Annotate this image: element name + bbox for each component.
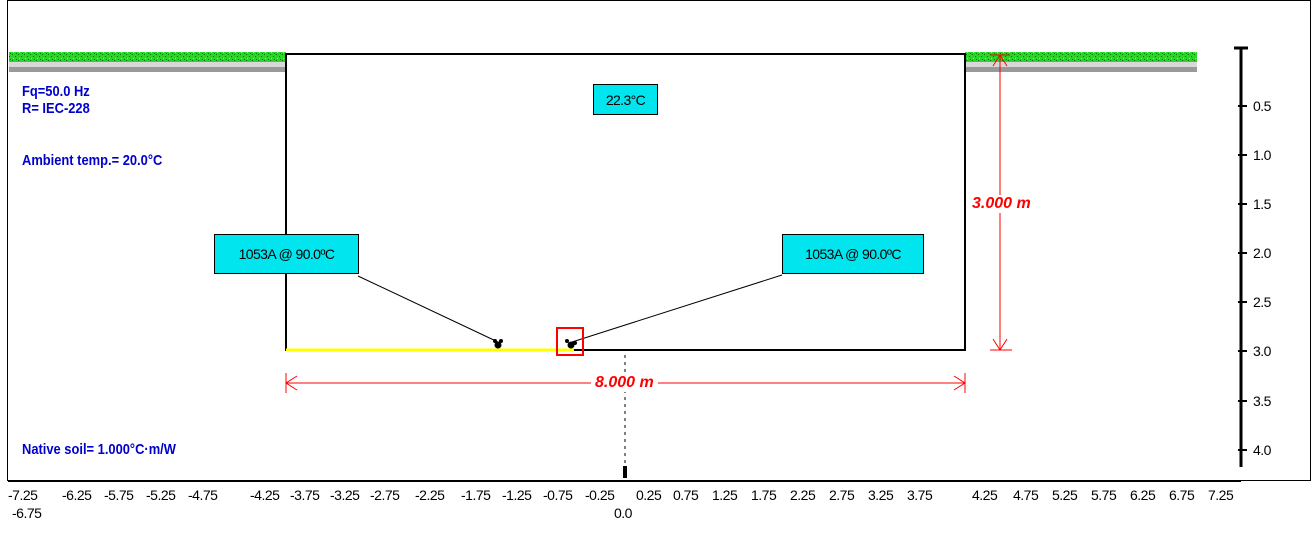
- x-tick-label: 7.25: [1208, 487, 1234, 503]
- y-tick-label: 0.5: [1253, 98, 1271, 114]
- x-tick-label: 2.25: [790, 487, 816, 503]
- depth-dimension-label: 3.000 m: [970, 195, 1033, 213]
- x-tick-label: -1.75: [461, 487, 491, 503]
- y-tick-label: 3.5: [1253, 393, 1271, 409]
- x-tick-label: 6.25: [1130, 487, 1156, 503]
- y-axis: [1234, 46, 1248, 467]
- cable-left-callout[interactable]: 1053A @ 90.0ºC: [214, 234, 359, 274]
- y-tick-label: 1.5: [1253, 196, 1271, 212]
- selected-cable-highlight: [556, 327, 584, 356]
- x-tick-label: 3.75: [907, 487, 933, 503]
- width-dimension-label: 8.000 m: [591, 374, 658, 392]
- x-tick-label: 2.75: [829, 487, 855, 503]
- ground-surface-right: [965, 52, 1197, 72]
- x-tick-label: -5.25: [146, 487, 176, 503]
- frequency-label: Fq=50.0 Hz: [22, 83, 90, 100]
- center-axis-marker: [623, 466, 627, 478]
- x-tick-label: 5.25: [1052, 487, 1078, 503]
- x-tick-label: -3.25: [330, 487, 360, 503]
- x-tick-label: -4.75: [188, 487, 218, 503]
- x-tick-label: -6.25: [62, 487, 92, 503]
- x-tick-label: 1.75: [751, 487, 777, 503]
- x-tick-label: 6.75: [1169, 487, 1195, 503]
- x-tick-label: 0.75: [673, 487, 699, 503]
- x-tick-label: -2.25: [415, 487, 445, 503]
- ambient-temp-label: Ambient temp.= 20.0°C: [22, 152, 163, 169]
- y-tick-label: 1.0: [1253, 147, 1271, 163]
- x-tick-label: -0.75: [543, 487, 573, 503]
- x-tick-label: -3.75: [290, 487, 320, 503]
- native-soil-label: Native soil= 1.000°C·m/W: [22, 441, 176, 458]
- y-tick-label: 3.0: [1253, 343, 1271, 359]
- leader-line-left: [357, 275, 499, 343]
- leader-line-right: [571, 274, 783, 343]
- cable-left-icon[interactable]: [493, 339, 503, 349]
- y-tick-label: 2.5: [1253, 294, 1271, 310]
- x-sub-label-left: -6.75: [12, 505, 42, 521]
- r-standard-label: R= IEC-228: [22, 100, 90, 117]
- x-tick-label: 5.75: [1091, 487, 1117, 503]
- cable-right-callout[interactable]: 1053A @ 90.0ºC: [782, 234, 924, 274]
- x-tick-label: -1.25: [502, 487, 532, 503]
- temperature-callout[interactable]: 22.3°C: [593, 84, 658, 115]
- x-tick-label: 3.25: [868, 487, 894, 503]
- x-sub-label-center: 0.0: [614, 505, 632, 521]
- x-tick-label: 4.75: [1013, 487, 1039, 503]
- x-tick-label: -5.75: [104, 487, 134, 503]
- x-tick-label: 1.25: [712, 487, 738, 503]
- x-tick-label: -0.25: [585, 487, 615, 503]
- x-tick-label: 4.25: [972, 487, 998, 503]
- ground-surface-left: [9, 52, 286, 72]
- cable-right-icon[interactable]: [565, 339, 577, 349]
- x-tick-label: -2.75: [370, 487, 400, 503]
- y-tick-label: 2.0: [1253, 245, 1271, 261]
- y-tick-label: 4.0: [1253, 442, 1271, 458]
- x-tick-label: -4.25: [250, 487, 280, 503]
- x-tick-label: 0.25: [636, 487, 662, 503]
- x-tick-label: -7.25: [8, 487, 38, 503]
